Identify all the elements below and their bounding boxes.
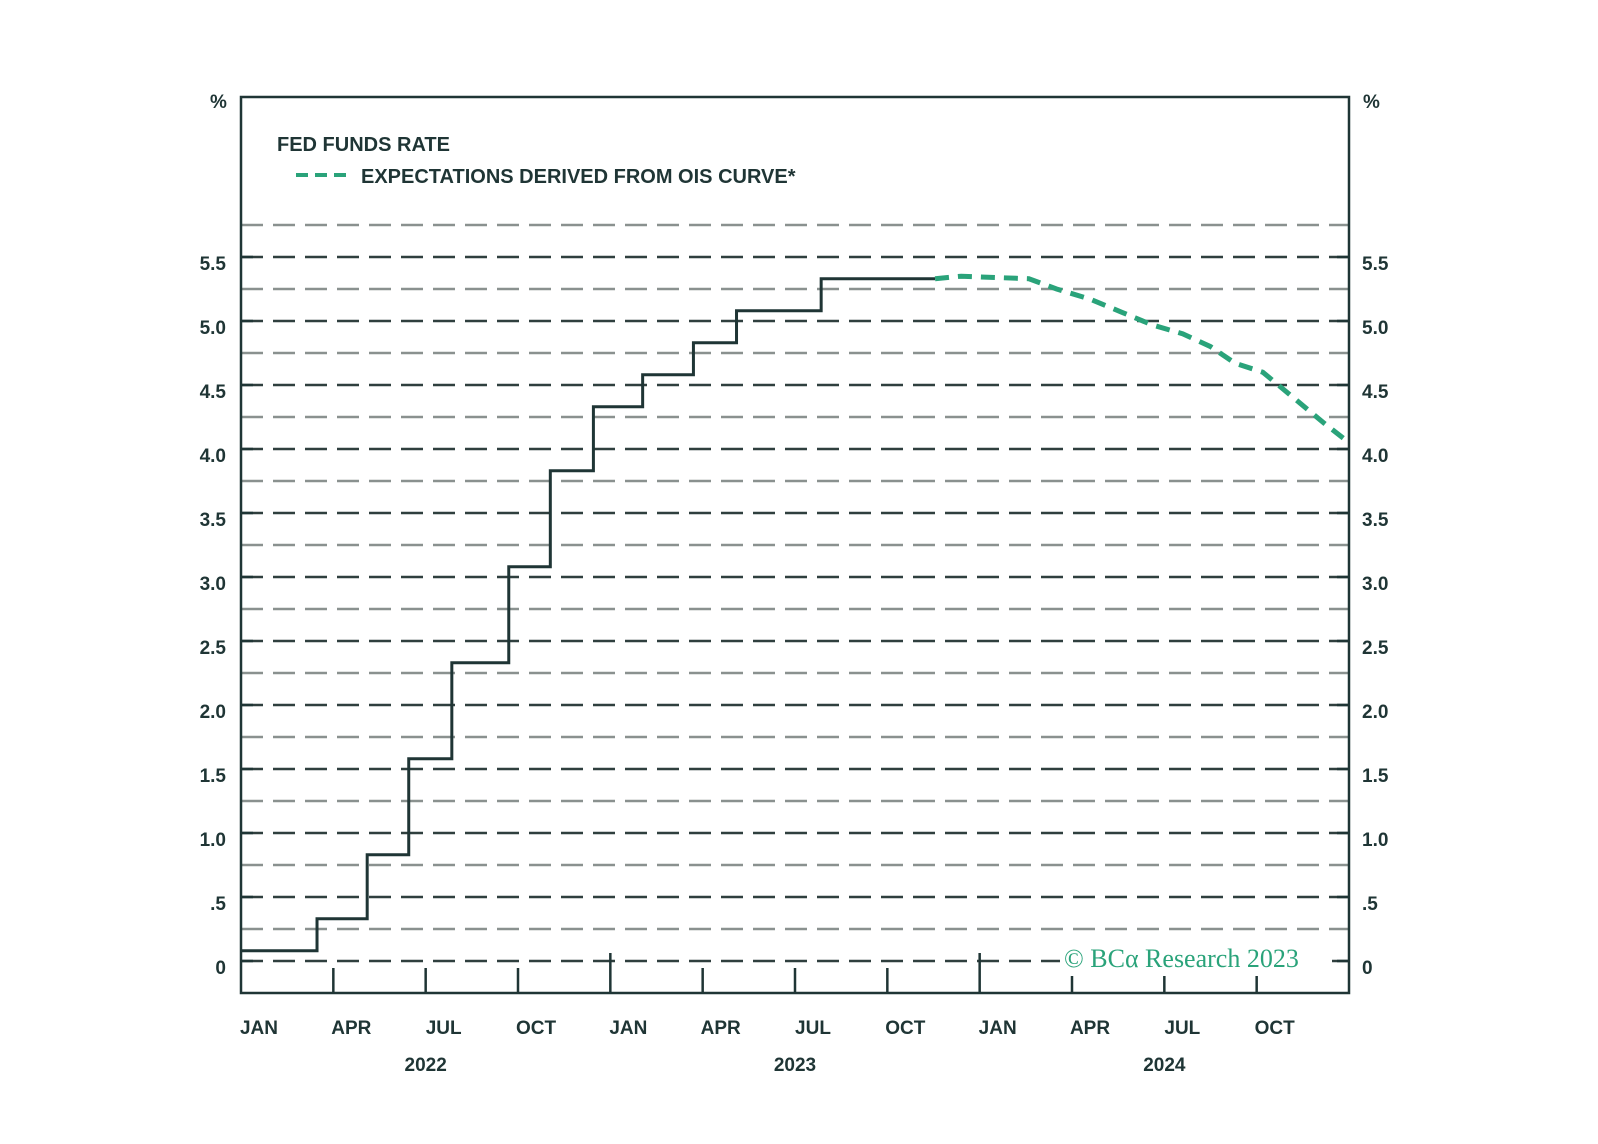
y-tick-label-right: 2.5 [1362, 638, 1389, 659]
y-tick-labels: 0 0 .5 .5 1.0 1.0 1.5 1.5 2.0 2.0 2.5 2.5 3.0 3.0 3.5 3… [200, 254, 1389, 979]
ois-expectations-line [934, 273, 1351, 445]
x-tick-label: JAN [609, 1018, 647, 1039]
y-tick-label-right: 3.5 [1362, 510, 1389, 531]
x-tick-label: OCT [516, 1018, 557, 1039]
y-tick-label-right: 1.5 [1362, 766, 1389, 787]
y-axis-unit-right: % [1363, 92, 1380, 113]
gridlines [241, 223, 1349, 963]
y-tick-label-left: 1.0 [200, 830, 226, 851]
y-tick-label-left: 5.5 [200, 254, 227, 275]
y-tick-label-left: 2.0 [200, 702, 226, 723]
y-tick-label-right: 4.0 [1362, 446, 1388, 467]
y-tick-label-right: 2.0 [1362, 702, 1388, 723]
x-tick-label: JAN [979, 1018, 1017, 1039]
fed-funds-rate-line [241, 277, 936, 953]
copyright-bg [1060, 942, 1332, 976]
x-year-label: 2024 [1143, 1055, 1186, 1076]
y-tick-label-right: 5.5 [1362, 254, 1389, 275]
y-tick-label-right: 1.0 [1362, 830, 1388, 851]
x-tick-label: APR [331, 1018, 371, 1039]
legend-ois-expectations: EXPECTATIONS DERIVED FROM OIS CURVE* [361, 166, 796, 188]
axis-ticks [241, 255, 1349, 993]
y-tick-label-left: 4.0 [200, 446, 226, 467]
y-tick-label-right: 0 [1362, 958, 1373, 979]
y-tick-label-right: .5 [1362, 894, 1378, 915]
y-tick-label-left: 5.0 [200, 318, 226, 339]
x-tick-label: JUL [426, 1018, 462, 1039]
x-tick-label: OCT [885, 1018, 926, 1039]
y-tick-label-left: .5 [210, 894, 226, 915]
x-tick-label: JUL [1164, 1018, 1200, 1039]
y-tick-label-left: 4.5 [200, 382, 227, 403]
y-tick-label-right: 4.5 [1362, 382, 1389, 403]
y-axis-unit-left: % [210, 92, 227, 113]
y-tick-label-left: 3.0 [200, 574, 226, 595]
x-tick-label: APR [701, 1018, 741, 1039]
x-tick-label: OCT [1255, 1018, 1296, 1039]
series [241, 273, 1351, 953]
x-tick-label: JAN [240, 1018, 278, 1039]
y-tick-label-left: 0 [215, 958, 226, 979]
y-tick-label-right: 3.0 [1362, 574, 1388, 595]
x-year-label: 2023 [774, 1055, 816, 1076]
plot-frame [239, 95, 1351, 995]
x-year-label: 2022 [405, 1055, 447, 1076]
y-tick-label-left: 3.5 [200, 510, 227, 531]
y-tick-label-right: 5.0 [1362, 318, 1388, 339]
copyright-annotation: © BCα Research 2023 [1064, 944, 1299, 973]
legend-fed-funds-rate: FED FUNDS RATE [277, 134, 450, 156]
y-tick-label-left: 1.5 [200, 766, 227, 787]
x-tick-labels: JAN APR JUL OCT JAN APR JUL OCT JAN APR JUL OCT 2022… [240, 1018, 1295, 1076]
x-tick-label: APR [1070, 1018, 1110, 1039]
y-tick-label-left: 2.5 [200, 638, 227, 659]
x-tick-label: JUL [795, 1018, 831, 1039]
